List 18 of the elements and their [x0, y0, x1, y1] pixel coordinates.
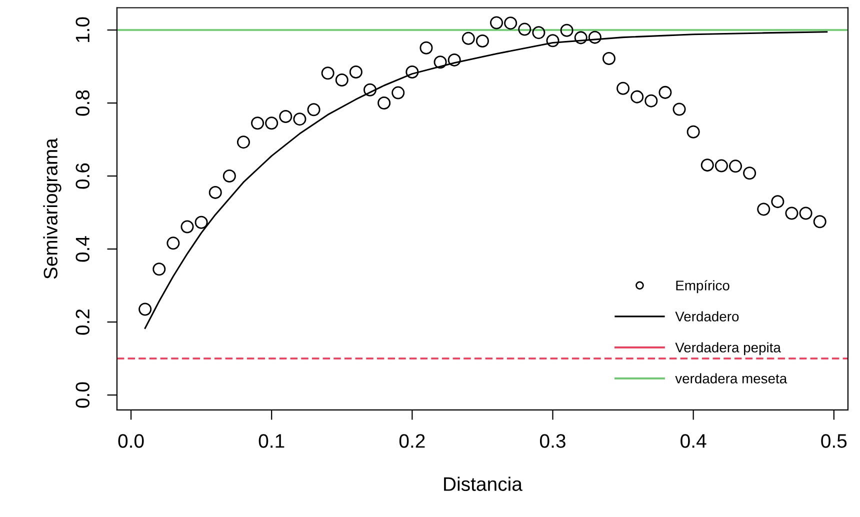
y-tick-label: 0.6 [76, 163, 90, 189]
x-tick-label: 0.3 [540, 434, 566, 448]
x-tick-label: 0.0 [118, 434, 144, 448]
y-tick-label: 0.0 [76, 382, 90, 408]
x-tick-label: 0.2 [399, 434, 425, 448]
y-tick-label: 0.4 [76, 236, 90, 262]
x-axis-title: Distancia [444, 476, 522, 491]
ref-line-label: Verdadera pepita [675, 342, 781, 356]
legend-label: verdadera meseta [675, 373, 788, 384]
legend-label: Verdadero [675, 311, 739, 322]
x-tick-label: 0.1 [258, 434, 284, 448]
legend-label: Empírico [676, 280, 730, 294]
y-tick-label: 1.0 [76, 17, 90, 42]
x-tick-label: 0.4 [680, 434, 706, 448]
y-tick-label: 0.8 [76, 90, 90, 116]
x-tick-label: 0.5 [821, 434, 847, 448]
y-tick-label: 0.2 [76, 309, 90, 335]
y-axis-title: Semivariograma [43, 138, 62, 279]
